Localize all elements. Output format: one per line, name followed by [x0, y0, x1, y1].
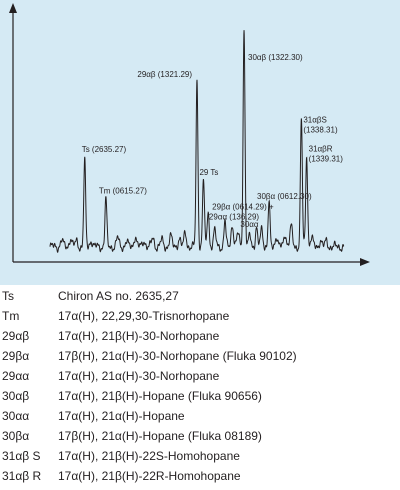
peak-label-n30ba: 30βα (0612.30) — [257, 192, 312, 201]
legend-code: 31αβ R — [2, 469, 42, 483]
legend-row: Tm 17α(H), 22,29,30-Trisnorhopane — [0, 306, 400, 326]
chromatogram-panel: Ts (2635.27) Tm (0615.27) 29αβ (1321.29) 29… — [0, 0, 400, 285]
legend-description: 17α(H), 21β(H)-22S-Homohopane — [58, 449, 240, 463]
legend-code: 30αα — [2, 409, 30, 423]
legend-description: 17α(H), 21β(H)-30-Norhopane — [58, 329, 220, 343]
legend-row: 29βα 17β(H), 21α(H)-30-Norhopane (Fluka 9… — [0, 346, 400, 366]
legend-code: 29αβ — [2, 329, 30, 343]
peak-label-n29ba: 29βα (0614.29) + — [212, 203, 274, 212]
legend-row: 30αα 17α(H), 21α(H)-Hopane — [0, 406, 400, 426]
legend-row: 30αβ 17α(H), 21β(H)-Hopane (Fluka 90656) — [0, 386, 400, 406]
peak-label-n31abs: 31αβS (1338.31) — [303, 115, 338, 134]
x-axis-arrow — [360, 258, 370, 266]
peak-label-t29ts: 29 Ts — [199, 168, 218, 177]
legend-code: 29αα — [2, 369, 30, 383]
legend-code: Tm — [2, 309, 20, 323]
legend-row: 31αβ R 17α(H), 21β(H)-22R-Homohopane — [0, 466, 400, 486]
legend-description: 17α(H), 21β(H)-Hopane (Fluka 90656) — [58, 389, 262, 403]
peak-label-n31abr: 31αβR (1339.31) — [309, 145, 344, 164]
legend-row: 29αα 17α(H), 21α(H)-30-Norhopane — [0, 366, 400, 386]
legend-row: 30βα 17β(H), 21α(H)-Hopane (Fluka 08189) — [0, 426, 400, 446]
chromatogram-chart: Ts (2635.27) Tm (0615.27) 29αβ (1321.29) 29… — [9, 3, 370, 266]
legend-description: Chiron AS no. 2635,27 — [58, 289, 179, 303]
legend-code: 29βα — [2, 349, 30, 363]
legend-code: 31αβ S — [2, 449, 41, 463]
peak-label-ts: Ts (2635.27) — [82, 145, 127, 154]
legend-row: 31αβ S 17α(H), 21β(H)-22S-Homohopane — [0, 446, 400, 466]
legend-code: 30αβ — [2, 389, 30, 403]
legend-code: Ts — [2, 289, 14, 303]
legend-row: 29αβ 17α(H), 21β(H)-30-Norhopane — [0, 326, 400, 346]
peak-label-n30ab: 30αβ (1322.30) — [248, 53, 303, 62]
y-axis-arrow — [9, 3, 17, 13]
chromatogram-trace — [49, 30, 345, 253]
peak-label-n30aa: 30αα — [240, 220, 259, 229]
legend-description: 17β(H), 21α(H)-30-Norhopane (Fluka 90102… — [58, 349, 297, 363]
legend-description: 17α(H), 21α(H)-30-Norhopane — [58, 369, 220, 383]
legend-description: 17α(H), 21α(H)-Hopane — [58, 409, 185, 423]
legend-description: 17β(H), 21α(H)-Hopane (Fluka 08189) — [58, 429, 262, 443]
legend-row: Ts Chiron AS no. 2635,27 — [0, 286, 400, 306]
legend-description: 17α(H), 22,29,30-Trisnorhopane — [58, 309, 230, 323]
peak-label-n29aa: 29αα (136.29) — [209, 213, 260, 222]
legend-description: 17α(H), 21β(H)-22R-Homohopane — [58, 469, 241, 483]
peak-label-n29ab: 29αβ (1321.29) — [137, 70, 192, 79]
peak-labels: Ts (2635.27) Tm (0615.27) 29αβ (1321.29) 29… — [82, 53, 344, 229]
peak-label-tm: Tm (0615.27) — [99, 187, 147, 196]
legend-code: 30βα — [2, 429, 30, 443]
